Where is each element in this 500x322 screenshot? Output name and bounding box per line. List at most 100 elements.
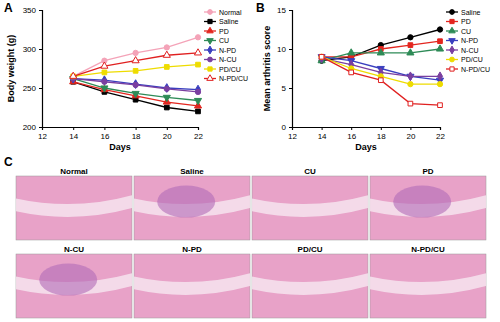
data-point <box>164 45 169 50</box>
series-line <box>73 37 198 76</box>
tick: 18 <box>132 127 141 141</box>
y-axis-title: Mean arthritis score <box>262 26 272 112</box>
tick-label: 200 <box>23 123 37 132</box>
image-background <box>134 176 250 240</box>
data-point <box>102 76 107 85</box>
tick-label: 14 <box>318 132 327 141</box>
x-axis: 121416182022 <box>288 127 445 141</box>
histology-image <box>370 176 486 240</box>
histology-image <box>252 254 368 318</box>
axis-line <box>43 128 199 131</box>
tick-mark <box>39 10 42 11</box>
data-point <box>319 54 324 59</box>
image-label: N-PD/CU <box>411 245 445 254</box>
tick: 22 <box>436 127 445 141</box>
image-background <box>370 254 486 318</box>
legend-label: N-PD <box>219 47 236 54</box>
legend-label: Saline <box>219 18 239 25</box>
y-axis: 200250300350 <box>23 6 43 132</box>
data-point <box>408 43 413 48</box>
data-point <box>164 86 169 91</box>
data-point <box>101 62 108 68</box>
histology-image <box>16 254 132 318</box>
histology-image <box>134 176 250 240</box>
data-point <box>195 89 200 94</box>
axis-line <box>293 128 441 131</box>
image-texture <box>393 186 451 218</box>
y-axis: 051015 <box>277 6 292 132</box>
tick: 18 <box>377 127 386 141</box>
image-label: Normal <box>60 167 88 176</box>
tick-mark <box>410 127 411 130</box>
data-point <box>436 45 443 51</box>
image-background <box>252 254 368 318</box>
data-point <box>437 72 442 81</box>
tick-mark <box>167 127 168 130</box>
data-point <box>132 92 139 98</box>
data-point <box>319 54 324 59</box>
tick: 0 <box>282 123 292 132</box>
data-point <box>194 49 201 55</box>
legend-marker <box>207 75 213 81</box>
tick-mark <box>39 127 42 128</box>
chart-panel: B121416182022051015DaysMean arthritis sc… <box>256 1 490 152</box>
chart-panel: A121416182022200250300350DaysBody weight… <box>4 1 248 152</box>
tick-mark <box>73 127 74 130</box>
data-point <box>132 91 139 97</box>
axis-line <box>39 11 43 128</box>
data-point <box>163 95 170 101</box>
series-line <box>73 79 198 101</box>
data-point <box>437 81 442 86</box>
image-label: Saline <box>180 167 204 176</box>
data-point <box>438 39 443 44</box>
image-label: PD/CU <box>298 245 323 254</box>
tick-label: 20 <box>406 132 415 141</box>
legend-label: PD/CU <box>461 56 483 63</box>
legend-label: Saline <box>461 9 481 16</box>
panel-label: C <box>4 155 13 169</box>
image-texture <box>370 273 486 295</box>
tick-mark <box>381 127 382 130</box>
image-texture <box>157 186 215 218</box>
axis-line <box>289 11 293 128</box>
legend-label: PD <box>219 28 229 35</box>
figure: A121416182022200250300350DaysBody weight… <box>0 0 500 322</box>
legend-label: CU <box>219 37 229 44</box>
legend-label: N-PD <box>461 37 478 44</box>
data-point <box>132 57 139 63</box>
data-point <box>408 35 413 40</box>
tick: 22 <box>194 127 203 141</box>
tick-label: 15 <box>277 6 286 15</box>
series-line <box>73 82 198 106</box>
data-point <box>133 80 138 89</box>
legend-marker <box>450 57 455 62</box>
tick-mark <box>104 127 105 130</box>
data-point <box>102 70 107 75</box>
tick-mark <box>289 10 292 11</box>
series-line <box>73 82 198 112</box>
legend-marker <box>207 27 213 33</box>
histology-image <box>134 254 250 318</box>
image-panel: CNormalSalineCUPDN-CUN-PDPD/CUN-PD/CU <box>4 155 486 318</box>
series-line <box>322 30 440 61</box>
tick-label: 22 <box>436 132 445 141</box>
panel-label: A <box>4 1 13 15</box>
data-point <box>102 79 107 84</box>
legend-marker <box>208 19 212 23</box>
data-point <box>437 27 442 32</box>
histology-image <box>16 176 132 240</box>
x-axis: 121416182022 <box>38 127 203 141</box>
image-background <box>252 176 368 240</box>
data-point <box>164 84 169 93</box>
series-line <box>322 41 440 57</box>
tick-label: 5 <box>282 84 287 93</box>
data-point <box>196 62 201 67</box>
tick-mark <box>39 49 42 50</box>
tick-mark <box>198 127 199 130</box>
series-line <box>322 57 440 84</box>
data-point <box>319 54 324 59</box>
image-label: N-CU <box>64 245 84 254</box>
legend-label: N-CU <box>461 47 479 54</box>
tick-mark <box>289 49 292 50</box>
tick: 14 <box>318 127 327 141</box>
